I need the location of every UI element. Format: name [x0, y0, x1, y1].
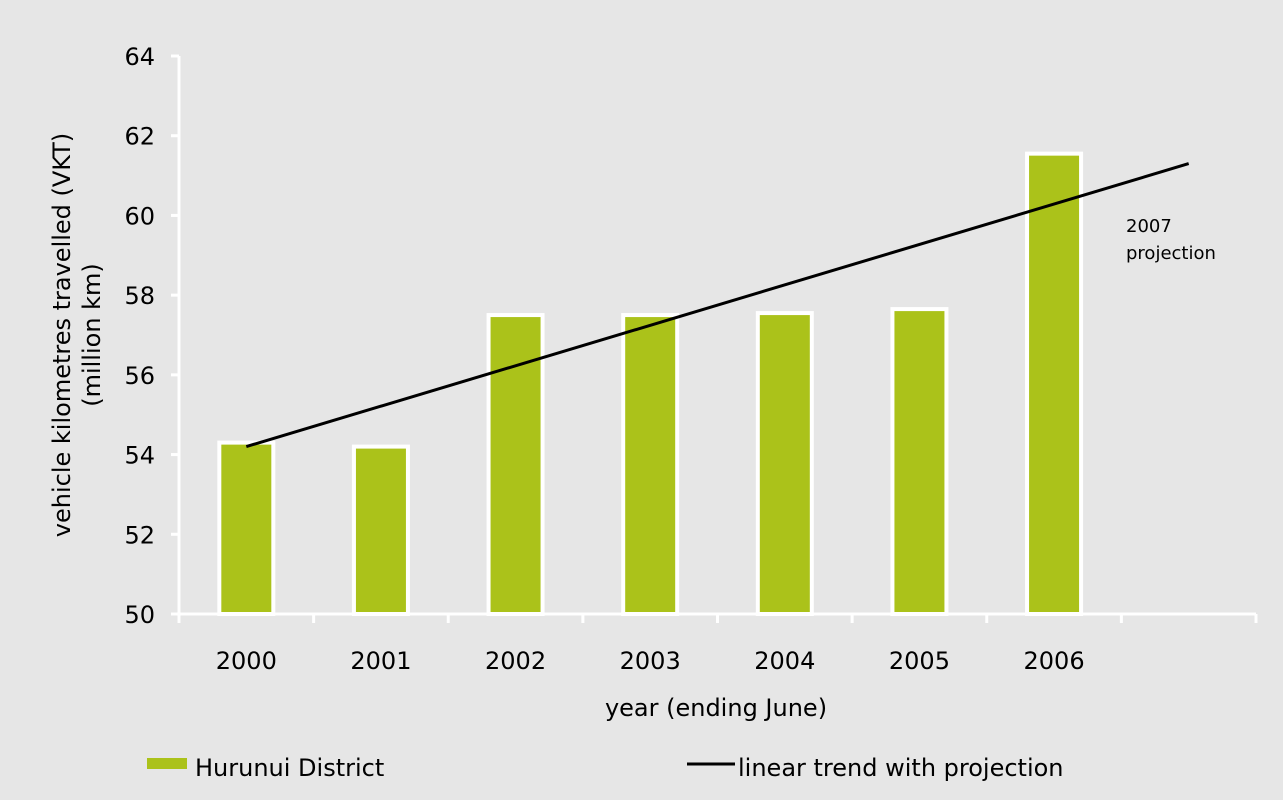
y-axis: 50 52 54 56 58 60 62 64	[124, 43, 181, 629]
y-tick-label: 52	[124, 521, 155, 549]
x-tick-label: 2004	[754, 647, 815, 675]
x-tick-label: 2000	[216, 647, 277, 675]
bar-2004	[755, 311, 814, 616]
trend-line	[245, 162, 1190, 449]
x-axis-title: year (ending June)	[605, 694, 827, 722]
bar-2005	[890, 307, 949, 616]
y-axis-title-line1: vehicle kilometres travelled (VKT)	[48, 133, 76, 537]
x-tick-label: 2005	[889, 647, 950, 675]
y-axis-title-line2: (million km)	[78, 263, 106, 407]
legend-label-hurunui: Hurunui District	[195, 754, 384, 782]
y-tick-label: 62	[124, 123, 155, 151]
y-tick-label: 58	[124, 282, 155, 310]
x-tick-label: 2001	[350, 647, 411, 675]
y-tick-label: 60	[124, 202, 155, 230]
annotation-2007: 2007	[1126, 216, 1172, 237]
y-tick-label: 56	[124, 362, 155, 390]
x-tick-label: 2003	[620, 647, 681, 675]
annotation-projection: projection	[1126, 243, 1216, 264]
legend-swatch-hurunui	[147, 758, 187, 769]
legend-label-trend: linear trend with projection	[738, 754, 1064, 782]
bar-2003	[621, 313, 680, 616]
legend: Hurunui District linear trend with proje…	[147, 754, 1064, 782]
y-tick-label: 54	[124, 442, 155, 470]
bars	[217, 151, 1084, 616]
x-tick-label: 2006	[1024, 647, 1085, 675]
bar-2006	[1025, 151, 1084, 616]
y-tick-label: 64	[124, 43, 155, 71]
x-axis: 2000 2001 2002 2003 2004 2005 2006	[177, 612, 1258, 675]
trend-line-group	[245, 162, 1190, 449]
bar-2001	[351, 444, 410, 616]
y-tick-label: 50	[124, 601, 155, 629]
x-tick-label: 2002	[485, 647, 546, 675]
bar-2000	[217, 440, 276, 616]
